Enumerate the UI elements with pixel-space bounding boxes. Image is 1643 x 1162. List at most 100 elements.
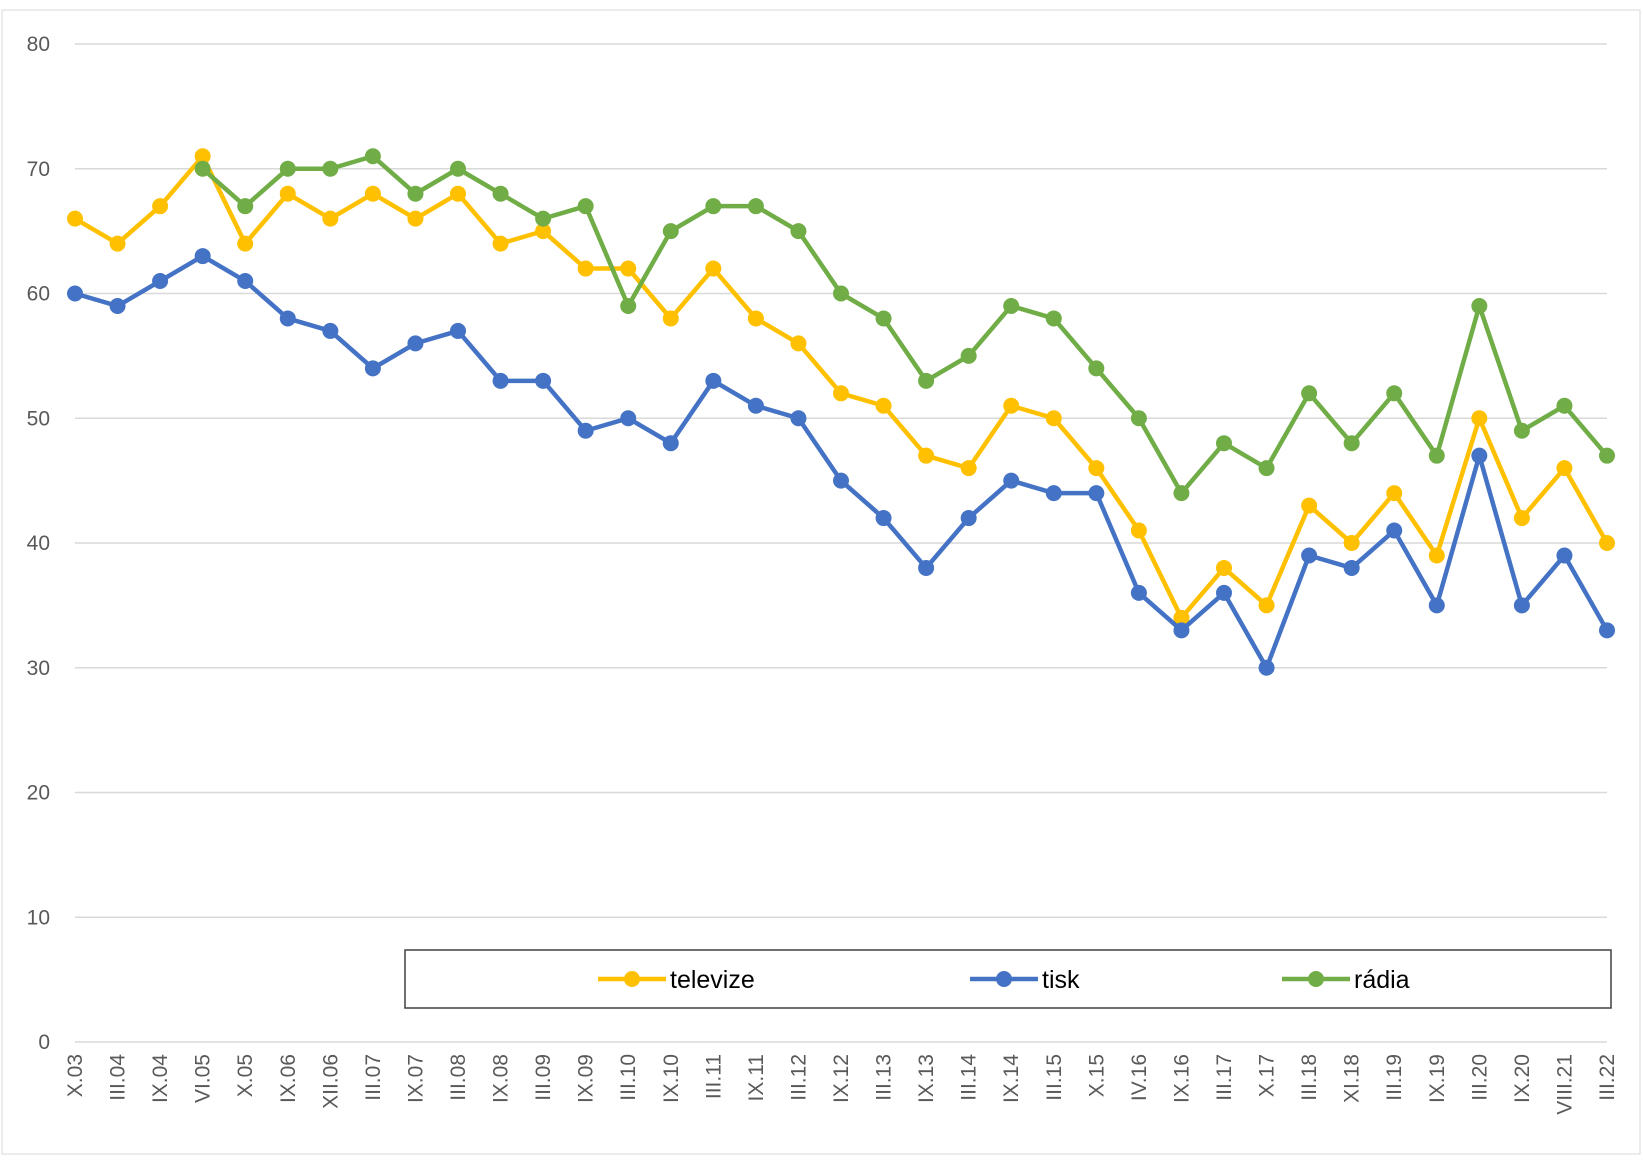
data-point <box>1599 535 1615 551</box>
x-tick-label: IX.06 <box>277 1054 300 1103</box>
data-point <box>1003 397 1020 414</box>
data-point <box>705 260 722 277</box>
data-point <box>747 310 764 327</box>
x-tick-label: III.10 <box>617 1054 640 1101</box>
x-tick-label: XI.18 <box>1341 1054 1364 1103</box>
x-tick-label: III.08 <box>447 1054 470 1101</box>
data-point <box>364 148 381 165</box>
x-tick-label: IV.16 <box>1128 1054 1151 1101</box>
x-tick-label: III.14 <box>958 1054 981 1101</box>
data-point <box>1088 460 1105 477</box>
data-point <box>1599 447 1615 464</box>
data-point <box>960 510 977 527</box>
data-point <box>1301 547 1318 564</box>
data-point <box>662 435 679 452</box>
data-point <box>1258 460 1275 477</box>
data-point <box>1088 485 1105 502</box>
data-point <box>535 223 552 240</box>
x-tick-label: VIII.21 <box>1553 1054 1576 1115</box>
data-point <box>1428 447 1445 464</box>
data-point <box>918 447 935 464</box>
data-point <box>1216 559 1232 576</box>
y-tick-label: 30 <box>27 657 50 680</box>
data-point <box>833 472 849 489</box>
data-point <box>194 248 211 265</box>
data-point <box>67 285 83 302</box>
data-point <box>620 260 637 277</box>
data-point <box>577 422 594 439</box>
data-point <box>152 273 169 290</box>
y-tick-label: 80 <box>27 33 50 56</box>
x-tick-label: IX.12 <box>830 1054 853 1103</box>
x-tick-label: III.12 <box>787 1054 810 1101</box>
x-tick-label: III.19 <box>1383 1054 1406 1101</box>
data-point <box>577 260 594 277</box>
data-point <box>1513 510 1530 527</box>
data-point <box>1088 360 1105 377</box>
legend-marker <box>624 971 640 987</box>
x-tick-label: III.04 <box>107 1054 130 1101</box>
data-point <box>1045 310 1062 327</box>
data-point <box>875 510 892 527</box>
data-point <box>1003 472 1020 489</box>
data-point <box>492 185 509 202</box>
data-point <box>152 198 169 215</box>
data-point <box>1130 584 1147 601</box>
x-tick-label: X.15 <box>1085 1054 1108 1097</box>
data-point <box>1556 460 1573 477</box>
data-point <box>237 198 254 215</box>
data-point <box>407 210 424 227</box>
data-point <box>747 397 764 414</box>
data-point <box>1471 447 1488 464</box>
x-tick-label: III.07 <box>362 1054 385 1101</box>
data-point <box>833 285 849 302</box>
data-point <box>620 297 637 314</box>
data-point <box>279 160 296 177</box>
x-tick-label: X.03 <box>64 1054 87 1097</box>
data-point <box>662 310 679 327</box>
data-point <box>1556 397 1573 414</box>
data-point <box>1428 547 1445 564</box>
legend-label: tisk <box>1042 966 1080 994</box>
data-point <box>833 385 849 402</box>
legend-label: televize <box>670 966 755 994</box>
series-line <box>201 154 1609 496</box>
data-point <box>620 410 637 427</box>
data-point <box>364 360 381 377</box>
data-point <box>918 372 935 389</box>
data-point <box>407 335 424 352</box>
data-point <box>1599 622 1615 639</box>
data-point <box>194 148 211 165</box>
data-point <box>535 372 552 389</box>
data-point <box>492 372 509 389</box>
data-point <box>1045 410 1062 427</box>
x-tick-label: IX.09 <box>575 1054 598 1103</box>
x-tick-label: III.09 <box>532 1054 555 1101</box>
x-tick-label: IX.04 <box>149 1054 172 1103</box>
data-point <box>1343 559 1360 576</box>
data-point <box>577 198 594 215</box>
data-point <box>535 210 552 227</box>
x-tick-label: IX.14 <box>1000 1054 1023 1103</box>
legend-marker <box>996 971 1012 987</box>
y-tick-label: 10 <box>27 906 50 929</box>
x-tick-label: III.20 <box>1468 1054 1491 1101</box>
data-point <box>1343 535 1360 551</box>
data-point <box>450 322 466 339</box>
data-point <box>1301 385 1318 402</box>
data-point <box>1513 597 1530 614</box>
data-point <box>790 335 807 352</box>
data-point <box>109 297 126 314</box>
x-tick-label: IX.10 <box>660 1054 683 1103</box>
x-tick-label: IX.13 <box>915 1054 938 1103</box>
data-point <box>1173 622 1190 639</box>
data-point <box>407 185 424 202</box>
data-point <box>705 198 722 215</box>
data-point <box>1343 435 1360 452</box>
data-point <box>747 198 764 215</box>
data-point <box>1428 597 1445 614</box>
data-point <box>1258 597 1275 614</box>
x-tick-label: IX.08 <box>490 1054 513 1103</box>
data-point <box>322 322 339 339</box>
